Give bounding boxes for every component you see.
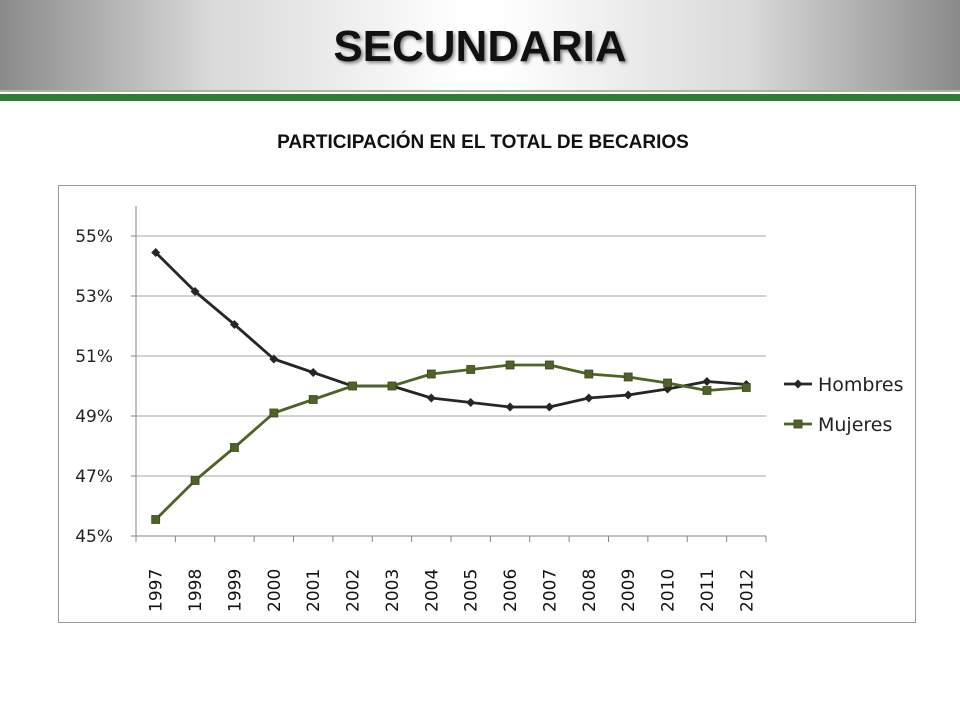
data-point	[702, 386, 712, 395]
data-point	[663, 378, 672, 388]
data-point	[229, 320, 239, 329]
data-point	[584, 369, 594, 379]
axes	[131, 206, 767, 542]
y-tick-label: 55%	[75, 227, 113, 247]
header-divider-thin	[0, 90, 960, 92]
x-tick-label: 2003	[383, 569, 403, 612]
x-tick-label: 2005	[462, 569, 482, 612]
data-point	[387, 381, 397, 391]
legend-item-mujeres: Mujeres	[784, 414, 892, 436]
data-point	[269, 408, 279, 418]
data-point	[793, 419, 803, 429]
y-tick-label: 45%	[75, 527, 113, 547]
x-tick-label: 2000	[265, 569, 285, 612]
x-tick-label: 2002	[344, 569, 364, 612]
x-tick-label: 2011	[698, 569, 718, 612]
x-tick-label: 2012	[737, 569, 757, 612]
data-point	[151, 248, 161, 257]
y-tick-label: 49%	[75, 407, 113, 427]
x-tick-label: 2001	[304, 569, 324, 612]
x-tick-label: 1997	[147, 569, 167, 612]
x-tick-label: 1998	[186, 569, 206, 612]
legend-label: Hombres	[818, 374, 903, 396]
x-tick-label: 2007	[540, 569, 560, 612]
data-point	[505, 360, 515, 370]
x-tick-labels: 1997 1998 1999 2000 2001 2002 2003 2004 2005 2006…	[147, 569, 758, 612]
x-tick-label: 2004	[422, 569, 442, 612]
data-point	[584, 393, 594, 403]
data-point	[793, 379, 803, 389]
data-point	[545, 360, 554, 370]
data-point	[348, 381, 357, 391]
data-point	[702, 377, 712, 386]
legend: Hombres Mujeres	[784, 374, 903, 436]
y-tick-labels: 55% 53% 51% 49% 47% 45%	[75, 227, 113, 547]
data-point	[426, 369, 436, 379]
y-tick-label: 51%	[75, 347, 113, 367]
data-point	[190, 287, 200, 296]
data-point	[623, 372, 633, 382]
data-point	[151, 515, 161, 524]
y-tick-label: 47%	[75, 467, 113, 487]
x-tick-label: 2010	[659, 569, 679, 612]
data-point	[466, 398, 476, 407]
data-point	[308, 368, 318, 377]
header-band	[0, 0, 960, 90]
data-point	[544, 402, 554, 412]
page-title: SECUNDARIA	[333, 22, 627, 71]
data-point	[190, 476, 200, 485]
data-point	[230, 443, 239, 452]
series-lines	[151, 248, 751, 524]
legend-item-hombres: Hombres	[784, 374, 903, 396]
data-point	[623, 390, 633, 400]
y-tick-label: 53%	[75, 287, 113, 307]
series-line	[154, 251, 747, 409]
x-tick-label: 2009	[619, 569, 639, 612]
data-point	[466, 365, 476, 374]
x-tick-label: 2008	[580, 569, 600, 612]
header-divider-green	[0, 94, 960, 101]
data-point	[269, 354, 279, 364]
x-tick-label: 1999	[225, 569, 245, 612]
chart-title: PARTICIPACIÓN EN EL TOTAL DE BECARIOS	[277, 132, 689, 153]
series-mujeres	[151, 360, 751, 524]
series-line	[154, 363, 747, 521]
legend-label: Mujeres	[818, 414, 892, 436]
grid-lines	[136, 235, 766, 477]
x-tick-label: 2006	[501, 569, 521, 612]
data-point	[308, 395, 318, 404]
data-point	[505, 402, 515, 412]
data-point	[426, 393, 436, 403]
series-hombres	[151, 248, 751, 412]
data-point	[741, 383, 751, 392]
